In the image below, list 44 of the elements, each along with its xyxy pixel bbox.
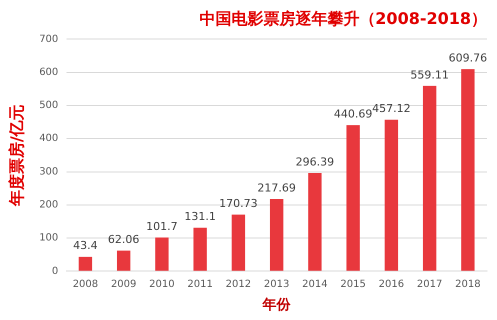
- y-axis-title: 年度票房/亿元: [6, 104, 26, 208]
- x-tick-label: 2018: [455, 278, 481, 290]
- data-label: 457.12: [372, 102, 411, 116]
- x-tick-label: 2009: [110, 278, 136, 290]
- data-label: 43.4: [73, 239, 98, 252]
- data-label: 131.1: [184, 210, 216, 224]
- y-tick-label: 500: [39, 100, 58, 112]
- x-tick-label: 2013: [264, 278, 290, 290]
- y-tick-label: 100: [39, 232, 58, 244]
- bar: [461, 69, 475, 271]
- bar: [193, 228, 207, 271]
- bar: [384, 120, 398, 271]
- bar: [155, 237, 169, 271]
- y-tick-label: 400: [39, 133, 58, 144]
- data-label: 170.73: [219, 196, 258, 210]
- bar: [232, 214, 246, 271]
- data-label: 296.39: [296, 155, 334, 168]
- data-label: 440.69: [334, 108, 372, 120]
- data-label: 62.06: [108, 232, 140, 246]
- x-tick-label: 2012: [226, 278, 252, 290]
- x-tick-label: 2014: [302, 278, 328, 290]
- y-tick-label: 0: [52, 266, 58, 277]
- bar: [308, 172, 322, 271]
- bar: [78, 256, 92, 271]
- data-label: 217.69: [257, 181, 296, 194]
- x-tick-label: 2015: [340, 278, 366, 290]
- y-tick-label: 600: [39, 66, 58, 78]
- data-label: 559.11: [410, 68, 449, 82]
- data-label: 101.7: [146, 220, 178, 233]
- y-tick-label: 300: [39, 166, 58, 178]
- x-tick-label: 2008: [72, 278, 98, 290]
- bar: [422, 86, 436, 271]
- y-tick-label: 700: [39, 34, 58, 45]
- y-tick-label: 200: [39, 200, 58, 211]
- x-tick-label: 2017: [416, 278, 442, 290]
- x-axis-title: 年份: [262, 297, 292, 314]
- x-tick-label: 2016: [378, 278, 404, 290]
- chart-title: 中国电影票房逐年攀升（2008-2018）: [199, 8, 487, 28]
- x-tick-label: 2011: [187, 278, 213, 290]
- bar: [116, 250, 130, 271]
- data-label: 609.76: [448, 51, 488, 64]
- bar: [270, 199, 284, 271]
- x-tick-label: 2010: [149, 278, 175, 290]
- bar: [346, 125, 360, 271]
